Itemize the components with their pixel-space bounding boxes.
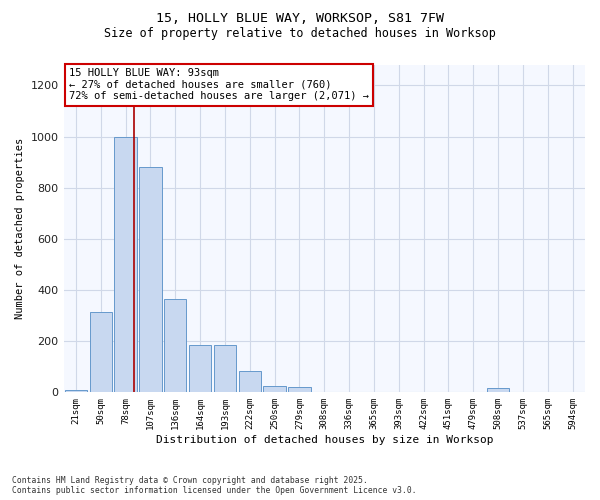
Text: 15, HOLLY BLUE WAY, WORKSOP, S81 7FW: 15, HOLLY BLUE WAY, WORKSOP, S81 7FW: [156, 12, 444, 26]
Bar: [164, 299, 187, 392]
Bar: [115, 136, 137, 392]
Bar: [214, 345, 236, 393]
Text: Size of property relative to detached houses in Worksop: Size of property relative to detached ho…: [104, 28, 496, 40]
Bar: [65, 390, 87, 392]
X-axis label: Distribution of detached houses by size in Worksop: Distribution of detached houses by size …: [155, 435, 493, 445]
Bar: [139, 168, 161, 392]
Y-axis label: Number of detached properties: Number of detached properties: [15, 138, 25, 320]
Bar: [263, 386, 286, 392]
Bar: [189, 345, 211, 393]
Bar: [89, 312, 112, 392]
Bar: [288, 387, 311, 392]
Text: 15 HOLLY BLUE WAY: 93sqm
← 27% of detached houses are smaller (760)
72% of semi-: 15 HOLLY BLUE WAY: 93sqm ← 27% of detach…: [69, 68, 369, 102]
Bar: [239, 370, 261, 392]
Text: Contains HM Land Registry data © Crown copyright and database right 2025.
Contai: Contains HM Land Registry data © Crown c…: [12, 476, 416, 495]
Bar: [487, 388, 509, 392]
